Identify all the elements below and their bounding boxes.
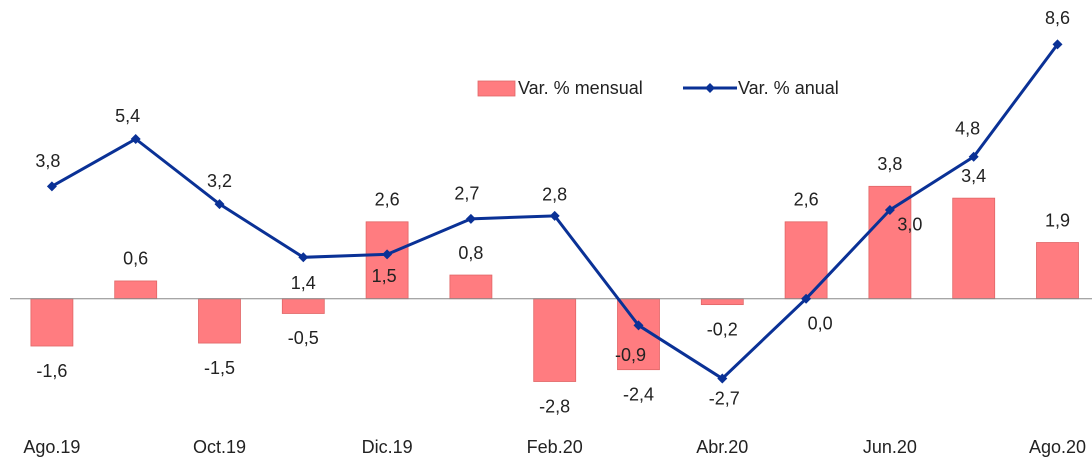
bar-value-label: 3,8 bbox=[877, 154, 902, 174]
bar bbox=[868, 185, 912, 300]
line-value-label: 4,8 bbox=[955, 118, 980, 138]
line-marker bbox=[801, 293, 812, 304]
legend-swatch bbox=[477, 80, 516, 97]
line-marker bbox=[46, 181, 57, 192]
bar bbox=[533, 298, 577, 382]
line-value-label: 3,8 bbox=[35, 151, 60, 171]
line-value-label: 1,4 bbox=[291, 273, 316, 293]
bar-value-label: 1,9 bbox=[1045, 210, 1070, 230]
line-value-label: 8,6 bbox=[1045, 8, 1070, 28]
legend-label: Var. % mensual bbox=[518, 78, 643, 98]
bar-value-label: -2,8 bbox=[539, 396, 570, 416]
line-marker bbox=[549, 210, 560, 221]
line-value-label: 2,7 bbox=[454, 184, 479, 204]
bar bbox=[365, 221, 409, 300]
bar-value-label: 3,4 bbox=[961, 166, 986, 186]
bar bbox=[1036, 242, 1079, 300]
line-marker bbox=[465, 213, 476, 224]
line-marker bbox=[717, 373, 728, 384]
bar-value-label: 0,8 bbox=[458, 243, 483, 263]
line-marker bbox=[214, 199, 225, 210]
x-tick-label: Dic.19 bbox=[362, 437, 413, 457]
bar bbox=[449, 274, 493, 300]
line-marker bbox=[382, 249, 393, 260]
line-marker bbox=[298, 252, 309, 263]
line-value-label: 2,8 bbox=[542, 185, 567, 205]
bar bbox=[281, 298, 325, 314]
bar bbox=[114, 280, 158, 300]
x-tick-label: Ago.20 bbox=[1029, 437, 1086, 457]
line-value-label: -2,7 bbox=[709, 388, 740, 408]
bar-value-label: -2,4 bbox=[623, 384, 654, 404]
line-marker bbox=[130, 134, 141, 144]
bar-value-label: -1,5 bbox=[204, 358, 235, 378]
bar bbox=[784, 221, 828, 300]
legend-marker bbox=[705, 83, 715, 93]
line-value-label: 5,4 bbox=[115, 106, 140, 126]
x-tick-label: Ago.19 bbox=[23, 437, 80, 457]
line-marker bbox=[884, 204, 895, 215]
bar bbox=[30, 298, 74, 347]
bar bbox=[700, 298, 744, 306]
line-marker bbox=[1052, 39, 1063, 50]
bar-value-label: -0,5 bbox=[288, 328, 319, 348]
bar bbox=[198, 298, 241, 344]
line-value-label: 1,5 bbox=[372, 266, 397, 286]
x-tick-label: Jun.20 bbox=[863, 437, 917, 457]
x-tick-label: Oct.19 bbox=[193, 437, 246, 457]
bar-value-label: -1,6 bbox=[36, 361, 67, 381]
line-marker bbox=[968, 151, 979, 162]
legend-label: Var. % anual bbox=[738, 78, 839, 98]
line-value-label: 0,0 bbox=[808, 313, 833, 333]
bar-value-label: 2,6 bbox=[375, 190, 400, 210]
line-value-label: 3,2 bbox=[207, 171, 232, 191]
bar-value-label: -0,2 bbox=[707, 319, 738, 339]
bar-value-label: 2,6 bbox=[794, 190, 819, 210]
line-value-label: -0,9 bbox=[615, 345, 646, 365]
line-marker bbox=[633, 320, 644, 331]
x-tick-label: Abr.20 bbox=[696, 437, 748, 457]
bar bbox=[952, 197, 996, 300]
x-tick-label: Feb.20 bbox=[527, 437, 583, 457]
line-value-label: 3,0 bbox=[897, 215, 922, 235]
bar-value-label: 0,6 bbox=[123, 249, 148, 269]
